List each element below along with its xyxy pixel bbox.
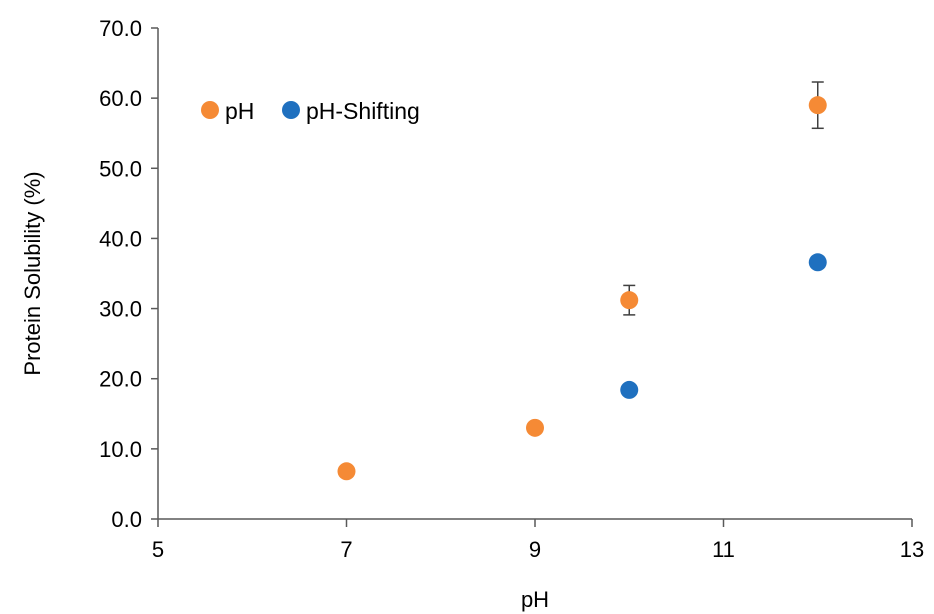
y-tick-label: 60.0: [99, 86, 142, 111]
data-point-ph: [620, 291, 639, 310]
y-axis-title: Protein Solubility (%): [20, 171, 45, 375]
y-ticks: 0.0 10.0 20.0 30.0 40.0 50.0 60.0 70.0: [99, 16, 158, 532]
y-tick-label: 30.0: [99, 297, 142, 322]
data-point-ph: [526, 418, 544, 437]
data-point-ph: [808, 96, 827, 115]
x-tick-label: 11: [712, 537, 735, 562]
x-tick-label: 13: [900, 537, 924, 562]
x-tick-label: 9: [529, 537, 541, 562]
legend-label-ph: pH: [225, 98, 254, 124]
y-tick-label: 10.0: [99, 437, 142, 462]
data-points: [337, 81, 827, 481]
x-ticks: 5 7 9 11 13: [152, 519, 924, 562]
y-tick-label: 50.0: [99, 156, 142, 181]
data-point-ph: [337, 462, 356, 481]
legend-marker-ph: [201, 101, 219, 119]
data-point-ph-shifting: [808, 253, 827, 272]
legend-label-ph-shifting: pH-Shifting: [306, 98, 420, 124]
y-tick-label: 20.0: [99, 367, 142, 392]
x-tick-label: 7: [340, 537, 352, 562]
y-tick-label: 0.0: [111, 507, 142, 532]
y-tick-label: 70.0: [99, 16, 142, 41]
data-point-ph-shifting: [620, 380, 639, 399]
y-tick-label: 40.0: [99, 226, 142, 251]
x-axis-title: pH: [521, 587, 549, 612]
legend-marker-ph-shifting: [282, 101, 300, 119]
axes: 5 7 9 11 13 0.0 10.0 20.0 30.0 40.0 50.0 60.0 70.0: [99, 16, 924, 562]
legend: pH pH-Shifting: [201, 98, 420, 124]
x-tick-label: 5: [152, 537, 164, 562]
